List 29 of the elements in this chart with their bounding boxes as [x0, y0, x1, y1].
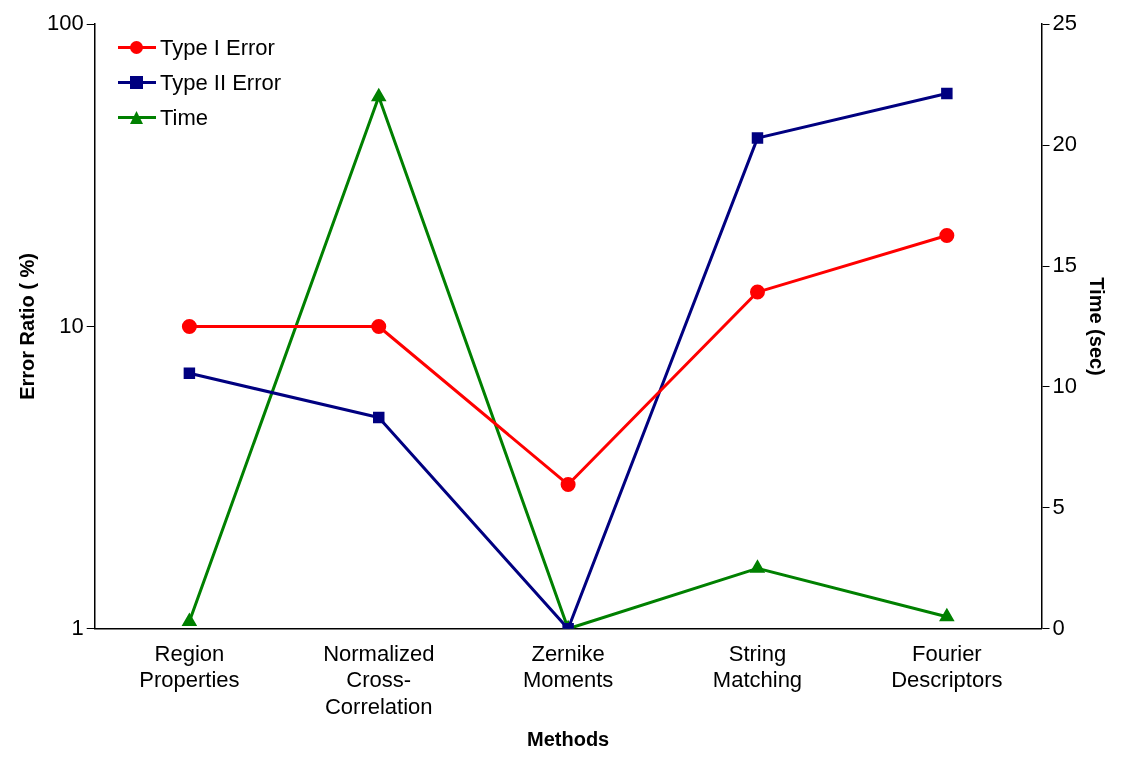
point — [939, 228, 955, 243]
y2-tick-label: 10 — [1052, 373, 1078, 399]
point — [371, 319, 387, 334]
x-tick-label: Region Properties — [139, 641, 240, 693]
point — [373, 411, 385, 424]
y2-tick-label: 15 — [1052, 252, 1078, 278]
y2-tick-label: 5 — [1052, 493, 1065, 519]
y2-tick-label: 20 — [1052, 131, 1078, 157]
y2-tick-label: 25 — [1052, 10, 1078, 36]
x-tick-label: Normalized Cross-Correlation — [323, 641, 435, 719]
y-tick-label: 100 — [46, 10, 84, 36]
point — [749, 284, 765, 300]
x-tick-label: Fourier Descriptors — [891, 641, 1003, 693]
x-axis-title: Methods — [527, 727, 610, 750]
point — [941, 87, 953, 100]
x-tick-label: Zernike Moments — [522, 641, 614, 693]
legend-label: Type I Error — [160, 34, 275, 62]
legend-label: Type II Error — [160, 69, 282, 97]
y2-axis-title: Time (sec) — [1086, 277, 1109, 376]
point — [183, 367, 196, 380]
point — [560, 477, 576, 493]
x-tick-label: String Matching — [712, 641, 803, 693]
y-axis-title: Error Ratio ( %) — [15, 253, 38, 400]
y-tick-label: 10 — [59, 312, 84, 338]
y2-tick-label: 0 — [1052, 614, 1065, 640]
legend-label: Time — [160, 104, 209, 132]
point — [751, 132, 764, 144]
y-tick-label: 1 — [71, 614, 84, 640]
point — [181, 319, 197, 334]
